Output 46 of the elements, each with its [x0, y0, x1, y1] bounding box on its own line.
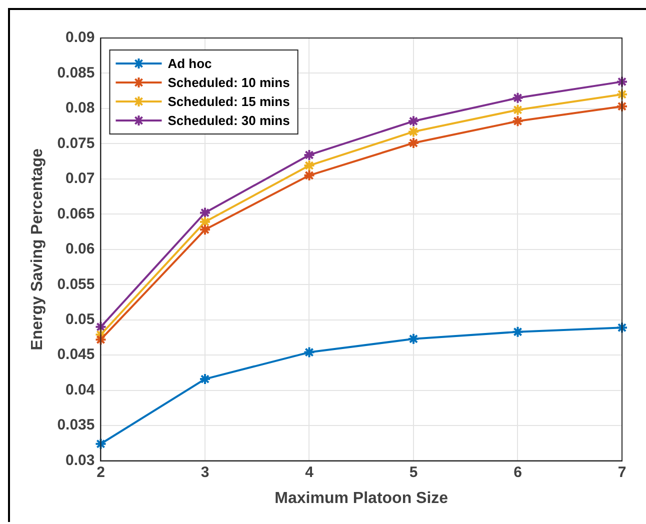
legend-label: Scheduled: 10 mins: [168, 75, 290, 90]
point: [512, 104, 524, 116]
y-tick-label: 0.07: [66, 170, 95, 188]
x-tick-label: 2: [96, 464, 105, 481]
point: [512, 115, 524, 128]
y-tick-label: 0.055: [57, 276, 95, 293]
point: [616, 100, 628, 112]
point: [303, 148, 316, 161]
point: [303, 160, 316, 172]
y-axis-title: Energy Saving Percentage: [29, 148, 46, 350]
y-tick-label: 0.09: [66, 29, 95, 46]
point: [616, 76, 628, 88]
point: [94, 334, 107, 346]
point: [198, 373, 211, 386]
point: [198, 224, 211, 236]
y-tick-label: 0.075: [57, 134, 95, 152]
point: [512, 92, 524, 104]
legend-label: Ad hoc: [168, 56, 212, 72]
y-tick-label: 0.05: [66, 311, 95, 328]
point: [303, 346, 316, 358]
y-tick-label: 0.085: [57, 64, 95, 82]
legend-label: Scheduled: 15 mins: [168, 94, 290, 110]
x-axis-title: Maximum Platoon Size: [274, 490, 448, 507]
x-tick-label: 5: [409, 464, 418, 481]
y-tick-label: 0.045: [57, 346, 95, 364]
x-tick-label: 7: [618, 464, 626, 481]
point: [303, 169, 316, 182]
y-tick-label: 0.06: [66, 240, 95, 258]
point: [616, 322, 628, 334]
point: [407, 126, 420, 138]
point: [616, 88, 628, 100]
y-tick-label: 0.035: [57, 416, 95, 434]
y-tick-label: 0.065: [57, 205, 95, 222]
x-tick-label: 3: [200, 464, 210, 481]
point: [407, 115, 420, 128]
point: [94, 438, 107, 450]
y-tick-label: 0.04: [66, 381, 96, 398]
x-tick-label: 6: [514, 464, 522, 481]
point: [94, 320, 107, 333]
legend-label: Scheduled: 30 mins: [168, 113, 290, 128]
y-tick-label: 0.08: [66, 100, 95, 117]
x-tick-label: 4: [305, 464, 314, 481]
y-tick-label: 0.03: [66, 452, 95, 469]
point: [407, 136, 420, 149]
point: [407, 332, 420, 345]
point: [512, 326, 524, 338]
